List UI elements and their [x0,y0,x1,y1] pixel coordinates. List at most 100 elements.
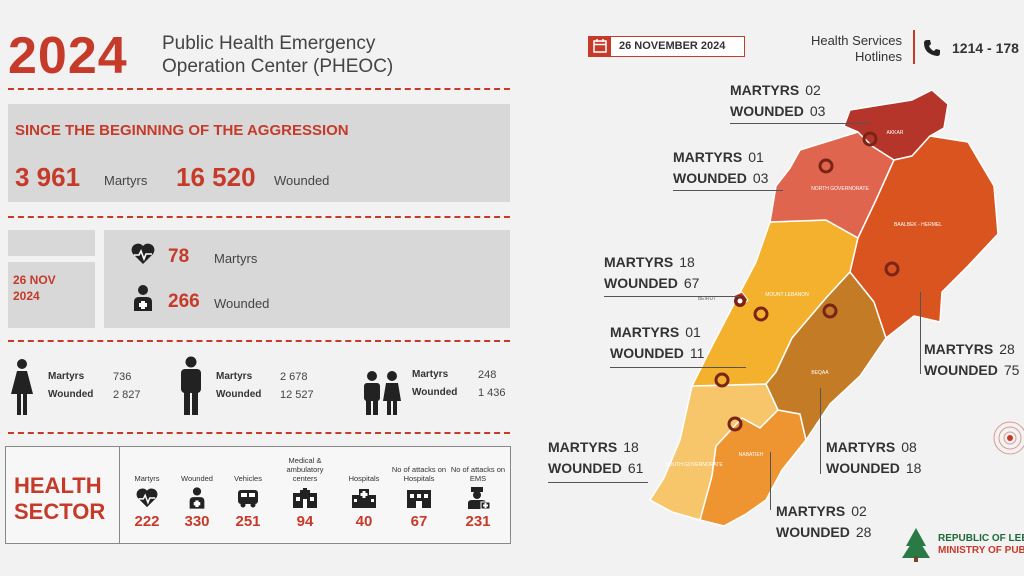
callout-martyrs-label: MARTYRS [924,341,994,357]
children-martyrs-value: 248 [478,369,497,381]
ems-icon [468,487,491,510]
callout-line [920,292,921,374]
callout-wounded-value: 03 [809,103,826,119]
callout-martyrs-label: MARTYRS [548,439,618,455]
hs-col-label: Wounded [181,474,213,483]
health-sector-divider [119,447,120,543]
hs-col-label: No of attacks on EMS [450,465,506,483]
hs-col-label: Vehicles [234,474,262,483]
region-baalbek-hermel [849,135,999,339]
map-marker [822,303,838,319]
region-label-beirut: BEIRUT [698,296,716,302]
children-wounded-label: Wounded [412,387,458,398]
region-label-south: SOUTH GOVERNORATE [665,462,723,468]
callout-wounded-label: WOUNDED [673,170,747,186]
organization-name: Public Health Emergency Operation Center… [162,32,393,78]
daily-wounded-value: 266 [168,291,200,312]
health-sector-panel: HEALTH SECTOR Martyrs 222 Wounded 330 Ve… [5,446,511,544]
signal-dot [1007,435,1013,441]
cumulative-panel: SINCE THE BEGINNING OF THE AGGRESSION 3 … [8,104,510,202]
hs-col-martyrs: Martyrs 222 [119,453,175,530]
callout-wounded-value: 75 [1003,362,1020,378]
cumulative-martyrs-label: Martyrs [104,173,148,188]
callout-martyrs-label: MARTYRS [610,324,680,340]
hs-col-value: 330 [184,513,210,530]
hs-col-value: 40 [355,513,373,530]
ministry-logo-emblem [902,528,930,562]
hotlines-label: Health Services Hotlines [811,33,902,65]
callout-baalbek-hermel: MARTYRS 28 WOUNDED 75 [924,339,1019,381]
women-martyrs-label: Martyrs [48,371,85,382]
callout-martyrs-value: 01 [685,324,701,340]
org-line-1: Public Health Emergency [162,33,376,54]
callout-wounded-label: WOUNDED [604,275,678,291]
hs-col-vehicles: Vehicles 251 [220,453,276,530]
hs-col-value: 222 [134,513,160,530]
women-wounded-label: Wounded [48,389,94,400]
ambulance-icon [238,490,258,508]
callout-martyrs-label: MARTYRS [604,254,674,270]
hs-col-value: 251 [235,513,261,530]
callout-martyrs-label: MARTYRS [776,503,846,519]
callout-wounded-value: 03 [752,170,769,186]
phone-icon [924,40,940,56]
men-wounded-value: 12 527 [280,389,314,401]
callout-beqaa: MARTYRS 08 WOUNDED 18 [826,437,921,479]
hs-col-ems-attacks: No of attacks on EMS 231 [450,453,506,530]
heartbeat-icon [131,243,155,264]
callout-wounded-label: WOUNDED [826,460,900,476]
callout-wounded-value: 11 [689,345,705,361]
region-label-beqaa: BEQAA [811,370,829,376]
daily-date-line-2: 2024 [13,289,40,303]
daily-wounded-label: Wounded [214,296,270,311]
clinic-icon [293,488,317,508]
daily-martyrs-value: 78 [168,246,190,267]
region-label-baalbek: BAALBEK - HERMEL [894,222,942,228]
cumulative-wounded-label: Wounded [274,173,330,188]
callout-south: MARTYRS 18 WOUNDED 61 [548,437,643,479]
health-sector-title-line-2: SECTOR [14,499,106,524]
hotlines-number[interactable]: 1214 - 178 [952,40,1019,56]
callout-mount-lebanon: MARTYRS 01 WOUNDED 11 [610,322,704,364]
callout-martyrs-value: 08 [901,439,917,455]
callout-nabatieh: MARTYRS 02 WOUNDED 28 [776,501,871,543]
divider [8,88,510,90]
daily-date: 26 NOV 2024 [13,272,56,304]
hs-col-centers: Medical & ambulatory centers 94 [277,453,333,530]
report-date: 26 NOVEMBER 2024 [619,40,726,52]
hs-col-label: Martyrs [134,474,160,483]
hs-col-value: 94 [296,513,314,530]
map-marker [884,261,900,277]
woman-icon [11,359,33,415]
callout-wounded-label: WOUNDED [730,103,804,119]
map-marker-beirut-core [737,298,743,304]
hs-col-hospitals: Hospitals 40 [336,453,392,530]
callout-martyrs-label: MARTYRS [673,149,743,165]
hotlines-label-line-1: Health Services [810,33,902,48]
callout-line [673,190,783,191]
cumulative-title: SINCE THE BEGINNING OF THE AGGRESSION [15,122,349,139]
callout-martyrs-value: 18 [679,254,695,270]
cumulative-martyrs-value: 3 961 [15,162,81,192]
children-wounded-value: 1 436 [478,387,506,399]
hs-col-label: Medical & ambulatory centers [286,456,324,483]
callout-beirut: MARTYRS 18 WOUNDED 67 [604,252,699,294]
children-martyrs-label: Martyrs [412,369,449,380]
divider [8,432,510,434]
daily-martyrs-label: Martyrs [214,251,258,266]
daily-date-panel [8,262,95,328]
divider [8,340,510,342]
logo-line-1: REPUBLIC OF LEBANON [938,533,1024,544]
map-marker [753,306,769,322]
daily-date-line-1: 26 NOV [13,273,56,287]
callout-wounded-value: 28 [855,524,872,540]
map-marker [862,131,878,147]
callout-martyrs-label: MARTYRS [826,439,896,455]
callout-martyrs-value: 02 [851,503,867,519]
women-wounded-value: 2 827 [113,389,141,401]
cumulative-wounded-value: 16 520 [176,162,256,192]
callout-line [770,452,771,510]
man-icon [181,356,201,415]
